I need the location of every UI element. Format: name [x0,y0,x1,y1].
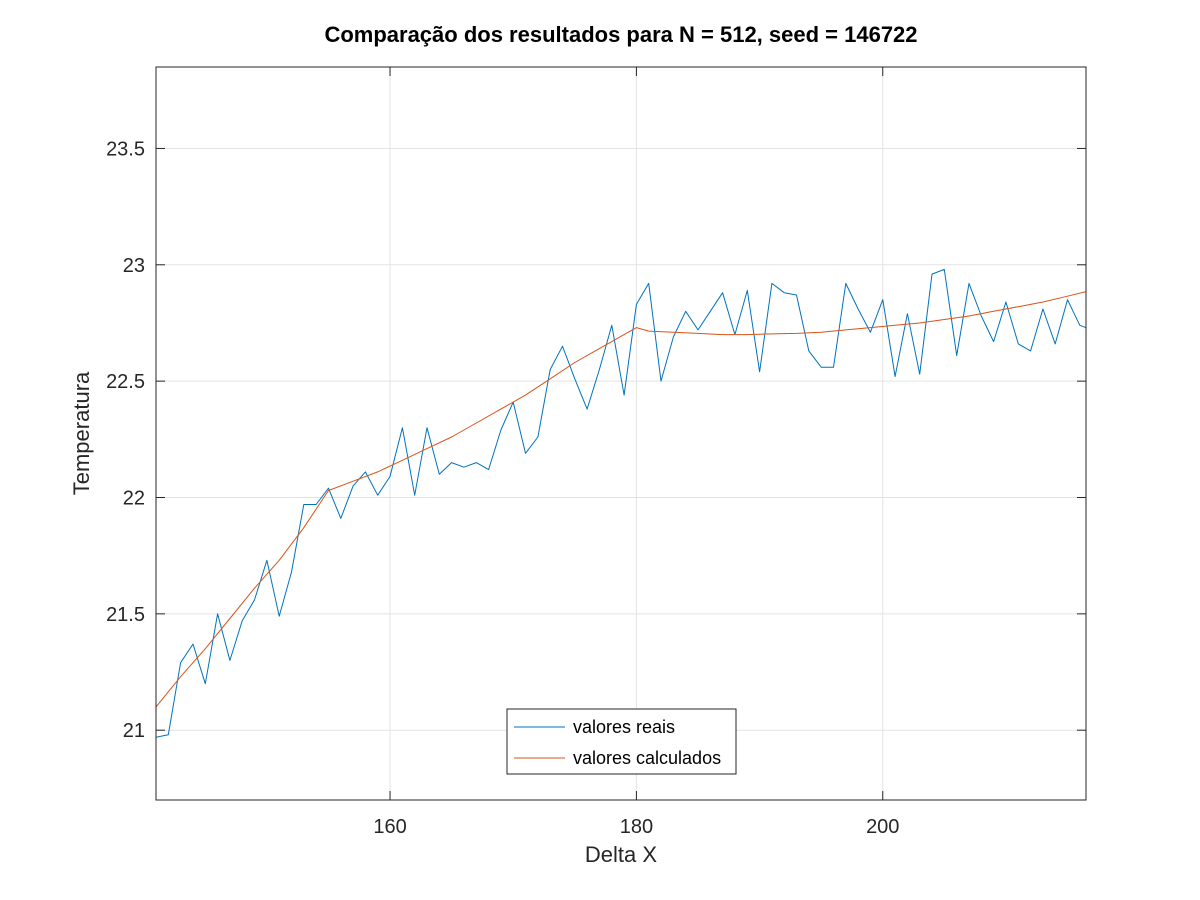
x-tick-label: 200 [866,816,899,838]
axes-box [155,66,1087,801]
legend-label-valores-reais: valores reais [573,717,675,737]
y-axis-label: Temperatura [69,371,94,495]
y-tick-label: 23.5 [106,138,145,160]
y-tick-label: 22.5 [106,371,145,393]
grid-lines [156,67,1086,800]
x-tick-label: 180 [620,816,653,838]
legend-box [506,708,737,775]
y-tick-label: 23 [123,255,145,277]
series-line-valores-calculados [156,291,1086,708]
y-tick-label: 22 [123,487,145,509]
y-tick-label: 21.5 [106,604,145,626]
x-axis-label: Delta X [585,842,657,867]
x-tick-label: 160 [373,816,406,838]
y-tick-label: 21 [123,720,145,742]
plot-series [156,268,1086,738]
series-line-valores-reais [156,268,1086,738]
chart-title: Comparação dos resultados para N = 512, … [324,22,917,47]
axis-ticks: 160 180 200 21 21.5 22 22.5 23 23.5 [106,67,1086,838]
legend: valores reais valores calculados [506,708,737,775]
legend-label-valores-calculados: valores calculados [573,748,721,768]
